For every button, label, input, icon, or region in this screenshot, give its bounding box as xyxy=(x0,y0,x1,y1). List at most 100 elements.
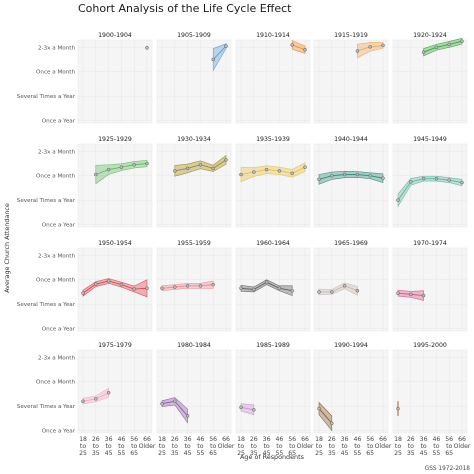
x-tick-label: 65 xyxy=(130,450,138,457)
y-tick-label: Once a Year xyxy=(42,119,76,125)
facet-label: 1965-1969 xyxy=(334,240,368,247)
x-tick-label: 18 xyxy=(79,436,87,443)
data-point xyxy=(356,49,359,52)
x-tick-label: to xyxy=(172,443,178,450)
x-tick-label: 26 xyxy=(328,436,336,443)
data-point xyxy=(252,408,255,411)
y-tick-label: Once a Year xyxy=(42,429,76,435)
data-point xyxy=(278,287,281,290)
x-tick-label: Older xyxy=(139,443,156,450)
data-point xyxy=(94,283,97,286)
panel-background xyxy=(393,350,467,433)
data-point xyxy=(133,163,136,166)
data-point xyxy=(330,174,333,177)
x-tick-label: 35 xyxy=(407,450,415,457)
facet-label: 1925-1929 xyxy=(98,136,132,143)
data-point xyxy=(356,173,359,176)
x-tick-label: 55 xyxy=(117,450,125,457)
x-tick-label: to xyxy=(367,443,373,450)
x-tick-label: 36 xyxy=(420,436,428,443)
x-tick-label: to xyxy=(420,443,426,450)
x-tick-label: 46 xyxy=(353,436,361,443)
facet-label: 1910-1914 xyxy=(256,32,290,39)
x-tick-label: 36 xyxy=(263,436,271,443)
data-point xyxy=(461,40,464,43)
x-tick-label: 65 xyxy=(366,450,374,457)
data-point xyxy=(173,286,176,289)
x-tick-label: 26 xyxy=(92,436,100,443)
data-point xyxy=(448,43,451,46)
data-point xyxy=(318,178,321,181)
x-tick-label: 25 xyxy=(237,450,245,457)
panel-background xyxy=(314,144,388,227)
panel-background xyxy=(78,40,152,123)
facet-label: 1955-1959 xyxy=(177,240,211,247)
facet-label: 1985-1989 xyxy=(256,342,290,349)
x-tick-label: to xyxy=(238,443,244,450)
x-tick-label: 25 xyxy=(315,450,323,457)
panel-background xyxy=(393,144,467,227)
x-tick-label: 25 xyxy=(158,450,166,457)
facet-panel: 1920-1924 xyxy=(393,32,467,123)
x-tick-label: 66 xyxy=(379,436,387,443)
data-point xyxy=(225,45,228,48)
x-tick-label: to xyxy=(263,443,269,450)
x-tick-label: 55 xyxy=(353,450,361,457)
data-point xyxy=(397,407,400,410)
data-point xyxy=(343,284,346,287)
x-tick-label: to xyxy=(80,443,86,450)
data-point xyxy=(369,45,372,48)
facet-panel: 1965-1969 xyxy=(314,240,388,331)
x-tick-label: Older xyxy=(375,443,392,450)
y-tick-label: 2-3x a Month xyxy=(38,149,75,155)
data-point xyxy=(265,168,268,171)
data-point xyxy=(173,169,176,172)
x-tick-label: 65 xyxy=(288,450,296,457)
x-tick-label: 56 xyxy=(445,436,453,443)
x-tick-label: 18 xyxy=(394,436,402,443)
data-point xyxy=(107,168,110,171)
x-tick-label: 45 xyxy=(184,450,192,457)
facet-panel: 1905-1909 xyxy=(157,32,231,123)
data-point xyxy=(107,279,110,282)
facet-panel: 1940-1944 xyxy=(314,136,388,227)
data-point xyxy=(318,290,321,293)
x-tick-label: 25 xyxy=(394,450,402,457)
y-tick-label: Several Times a Year xyxy=(17,94,76,100)
data-point xyxy=(448,179,451,182)
x-tick-label: 45 xyxy=(341,450,349,457)
x-tick-label: to xyxy=(210,443,216,450)
x-tick-label: 18 xyxy=(315,436,323,443)
data-point xyxy=(133,288,136,291)
x-tick-label: 35 xyxy=(171,450,179,457)
x-tick-label: 56 xyxy=(366,436,374,443)
data-point xyxy=(382,177,385,180)
y-tick-label: Once a Year xyxy=(42,223,76,229)
facet-panel: 1985-1989 xyxy=(236,342,310,433)
data-point xyxy=(409,293,412,296)
panel-background xyxy=(314,40,388,123)
data-point xyxy=(173,400,176,403)
x-tick-label: 56 xyxy=(209,436,217,443)
x-tick-label: 35 xyxy=(92,450,100,457)
panel-background xyxy=(236,144,310,227)
facet-label: 1960-1964 xyxy=(256,240,290,247)
facet-label: 1975-1979 xyxy=(98,342,132,349)
x-tick-label: to xyxy=(184,443,190,450)
x-tick-label: to xyxy=(316,443,322,450)
data-point xyxy=(212,58,215,61)
panel-background xyxy=(78,144,152,227)
data-point xyxy=(240,406,243,409)
panel-background xyxy=(78,350,152,433)
data-point xyxy=(252,288,255,291)
data-point xyxy=(186,167,189,170)
x-tick-label: to xyxy=(276,443,282,450)
x-tick-label: 25 xyxy=(79,450,87,457)
data-point xyxy=(304,48,307,51)
y-tick-label: Once a Year xyxy=(42,327,76,333)
x-tick-label: to xyxy=(159,443,165,450)
data-point xyxy=(186,284,189,287)
facet-panel: 1910-1914 xyxy=(236,32,310,123)
y-tick-label: 2-3x a Month xyxy=(38,355,75,361)
facet-panel: 1945-1949 xyxy=(393,136,467,227)
